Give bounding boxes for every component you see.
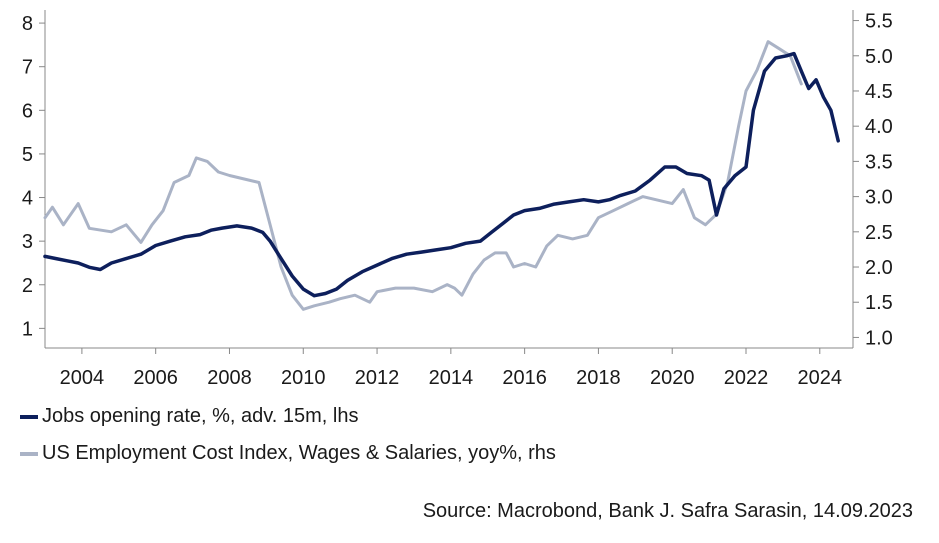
right-tick-label: 4.0: [865, 116, 893, 138]
right-axis-ticks: 1.0 1.5 2.0 2.5 3.0 3.5 4.0 4.5 5.0 5.5: [853, 11, 893, 349]
left-tick-label: 5: [22, 144, 33, 166]
x-tick-label: 2012: [355, 367, 400, 389]
right-tick-label: 2.0: [865, 257, 893, 279]
left-tick-label: 1: [22, 318, 33, 340]
x-tick-label: 2006: [133, 367, 178, 389]
legend-swatch: [20, 414, 38, 419]
left-tick-label: 3: [22, 231, 33, 253]
left-tick-label: 6: [22, 100, 33, 122]
x-tick-label: 2010: [281, 367, 326, 389]
left-tick-label: 2: [22, 275, 33, 297]
right-tick-label: 5.0: [865, 46, 893, 68]
x-tick-label: 2016: [502, 367, 547, 389]
right-tick-label: 1.5: [865, 292, 893, 314]
source-note: Source: Macrobond, Bank J. Safra Sarasin…: [422, 500, 913, 522]
right-tick-label: 3.0: [865, 187, 893, 209]
x-tick-label: 2022: [724, 367, 769, 389]
x-tick-label: 2008: [207, 367, 252, 389]
right-tick-label: 1.0: [865, 327, 893, 349]
x-tick-label: 2018: [576, 367, 621, 389]
series-lines: [43, 40, 840, 311]
right-tick-label: 4.5: [865, 81, 893, 103]
x-tick-label: 2004: [60, 367, 105, 389]
x-tick-label: 2020: [650, 367, 695, 389]
legend-label: Jobs opening rate, %, adv. 15m, lhs: [42, 405, 359, 427]
x-tick-label: 2014: [429, 367, 474, 389]
right-tick-label: 3.5: [865, 151, 893, 173]
right-tick-label: 2.5: [865, 222, 893, 244]
x-axis-ticks: 2004 2006 2008 2010 2012 2014 2016 2018 2020 2022…: [60, 348, 842, 389]
series-line-employment-cost-index: [43, 40, 803, 311]
series-line-jobs-opening-rate: [43, 51, 840, 298]
legend-swatch: [20, 451, 38, 456]
legend-item-employment-cost-index: US Employment Cost Index, Wages & Salari…: [20, 442, 556, 465]
left-tick-label: 4: [22, 188, 33, 210]
legend-item-jobs-opening-rate: Jobs opening rate, %, adv. 15m, lhs: [20, 405, 358, 428]
right-tick-label: 5.5: [865, 11, 893, 33]
left-tick-label: 7: [22, 57, 33, 79]
left-axis-ticks: 1 2 3 4 5 6 7 8: [22, 13, 45, 340]
x-tick-label: 2024: [798, 367, 843, 389]
legend-label: US Employment Cost Index, Wages & Salari…: [42, 442, 556, 464]
left-tick-label: 8: [22, 13, 33, 35]
